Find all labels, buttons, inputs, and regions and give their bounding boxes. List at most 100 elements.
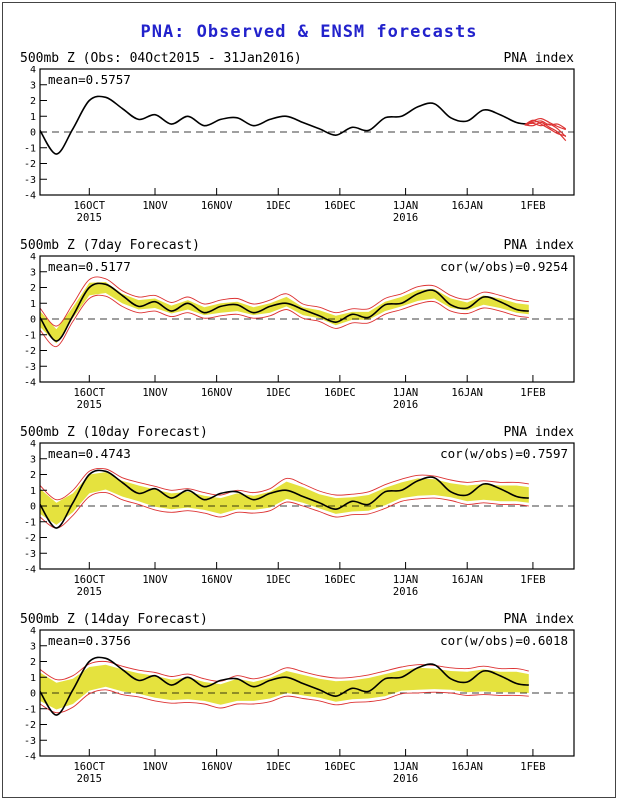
mean-label: mean=0.3756	[48, 633, 131, 648]
x-tick-label: 1JAN	[393, 761, 418, 773]
y-tick-label: -3	[24, 175, 36, 186]
plot-area: 4 3 2 1 0 -1 -2 -3 -4 16OCT 2015 1NOV 16NOV 1DEC 16DEC…	[14, 627, 594, 795]
y-tick-label: 3	[30, 641, 36, 652]
forecast-member-line	[524, 121, 567, 142]
panel-header: 500mb Z (7day Forecast) PNA index	[14, 234, 594, 253]
x-tick-year-label: 2015	[77, 212, 102, 224]
y-tick-label: 4	[30, 440, 36, 450]
x-tick-year-label: 2015	[77, 586, 102, 598]
cor-label: cor(w/obs)=0.6018	[440, 633, 568, 648]
panel-title: 500mb Z (Obs: 04Oct2015 - 31Jan2016)	[20, 51, 302, 66]
x-tick-label: 1FEB	[520, 387, 545, 399]
y-tick-label: -4	[24, 378, 36, 389]
ensemble-spread-band	[40, 472, 529, 525]
x-tick-label: 16JAN	[451, 574, 483, 586]
y-tick-label: 2	[30, 470, 36, 481]
plot-area: 4 3 2 1 0 -1 -2 -3 -4 16OCT 2015 1NOV 16NOV 1DEC 16DEC…	[14, 253, 594, 421]
panel-title: 500mb Z (14day Forecast)	[20, 612, 208, 627]
x-tick-year-label: 2016	[393, 586, 418, 598]
y-tick-label: 1	[30, 299, 36, 310]
panel-index-label: PNA index	[503, 612, 574, 627]
ensemble-envelope-upper	[40, 660, 529, 682]
y-tick-label: -2	[24, 346, 36, 357]
y-tick-label: 3	[30, 267, 36, 278]
ensemble-envelope-upper	[40, 276, 529, 327]
y-tick-label: 4	[30, 66, 36, 76]
ensemble-spread-band	[40, 282, 529, 344]
page-title: PNA: Observed & ENSM forecasts	[140, 22, 478, 42]
x-tick-label: 1NOV	[142, 761, 168, 773]
x-tick-label: 16JAN	[451, 387, 483, 399]
panel-forecast-14day: 500mb Z (14day Forecast) PNA index 4 3 2 1 0…	[14, 608, 594, 795]
panel-forecast-10day: 500mb Z (10day Forecast) PNA index 4 3 2 1 0…	[14, 421, 594, 608]
forecast-member-line	[524, 117, 567, 131]
x-tick-label: 1NOV	[142, 387, 168, 399]
x-tick-label: 1NOV	[142, 200, 168, 212]
y-tick-label: -1	[24, 704, 36, 715]
x-tick-label: 1JAN	[393, 574, 418, 586]
y-tick-label: -4	[24, 565, 36, 576]
x-tick-label: 16JAN	[451, 761, 483, 773]
x-tick-label: 1JAN	[393, 200, 418, 212]
x-tick-year-label: 2016	[393, 212, 418, 224]
x-tick-label: 16JAN	[451, 200, 483, 212]
x-tick-year-label: 2016	[393, 773, 418, 785]
x-tick-year-label: 2015	[77, 773, 102, 785]
ensemble-envelope-lower	[40, 492, 529, 529]
panel-header: 500mb Z (14day Forecast) PNA index	[14, 608, 594, 627]
mean-label: mean=0.5177	[48, 259, 131, 274]
x-tick-label: 16NOV	[201, 574, 233, 586]
x-tick-year-label: 2015	[77, 399, 102, 411]
panel-observed: 500mb Z (Obs: 04Oct2015 - 31Jan2016) PNA…	[14, 47, 594, 234]
y-tick-label: 2	[30, 96, 36, 107]
panel-index-label: PNA index	[503, 425, 574, 440]
x-tick-label: 16OCT	[73, 761, 105, 773]
x-tick-label: 1DEC	[266, 387, 291, 399]
x-tick-label: 1FEB	[520, 200, 545, 212]
plot-frame	[39, 68, 575, 196]
y-tick-label: -1	[24, 330, 36, 341]
observed-line	[40, 656, 529, 716]
mean-label: mean=0.4743	[48, 446, 131, 461]
observed-line	[40, 95, 529, 155]
x-tick-label: 16NOV	[201, 387, 233, 399]
panel-header: 500mb Z (Obs: 04Oct2015 - 31Jan2016) PNA…	[14, 47, 594, 66]
y-tick-label: -1	[24, 143, 36, 154]
y-tick-label: 1	[30, 112, 36, 123]
y-tick-label: -2	[24, 159, 36, 170]
x-tick-label: 16NOV	[201, 200, 233, 212]
x-tick-label: 1FEB	[520, 574, 545, 586]
y-tick-label: -2	[24, 533, 36, 544]
x-tick-label: 16DEC	[324, 200, 356, 212]
y-tick-label: 3	[30, 80, 36, 91]
observed-line	[40, 469, 529, 529]
panel-index-label: PNA index	[503, 51, 574, 66]
y-tick-label: -2	[24, 720, 36, 731]
panel-title: 500mb Z (10day Forecast)	[20, 425, 208, 440]
x-tick-label: 1FEB	[520, 761, 545, 773]
plot-frame	[39, 442, 575, 570]
x-tick-label: 16NOV	[201, 761, 233, 773]
ensemble-spread-band	[40, 664, 529, 710]
x-tick-label: 16OCT	[73, 574, 105, 586]
cor-label: cor(w/obs)=0.9254	[440, 259, 568, 274]
x-tick-label: 1NOV	[142, 574, 168, 586]
panel-index-label: PNA index	[503, 238, 574, 253]
observed-line	[40, 282, 529, 342]
panel-header: 500mb Z (10day Forecast) PNA index	[14, 421, 594, 440]
plot-frame	[39, 255, 575, 383]
x-tick-label: 1DEC	[266, 200, 291, 212]
x-tick-label: 16DEC	[324, 387, 356, 399]
cor-label: cor(w/obs)=0.7597	[440, 446, 568, 461]
x-tick-label: 1DEC	[266, 574, 291, 586]
y-tick-label: 4	[30, 253, 36, 263]
x-tick-year-label: 2016	[393, 399, 418, 411]
y-tick-label: 0	[30, 315, 36, 326]
x-tick-label: 16DEC	[324, 761, 356, 773]
plot-area: 4 3 2 1 0 -1 -2 -3 -4 16OCT 2015 1NOV 16NOV 1DEC 16DEC…	[14, 66, 594, 234]
forecast-member-line	[524, 120, 567, 130]
